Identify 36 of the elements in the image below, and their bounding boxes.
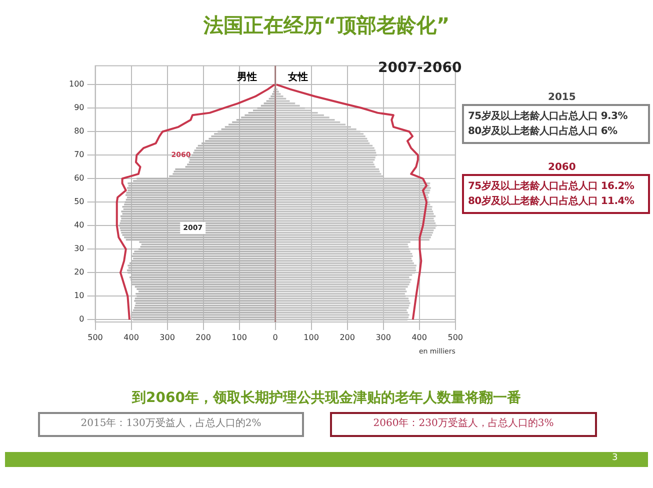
text: 2060 [548,162,576,173]
x-tick-label: 100 [304,332,319,342]
text: 2015 [548,92,576,103]
text: 到2060年，领取长期护理公共现金津贴的老年人数量将翻一番 [130,389,522,407]
chart-subtitle: 2007-2060 [378,60,462,76]
x-tick-label: 400 [124,332,139,342]
text: 3 [612,453,618,463]
chart-title: 法国正在经历“顶部老龄化” [202,12,451,39]
x-tick-label: 100 [232,332,247,342]
x-tick-label: 500 [88,332,103,342]
x-tick-label: 200 [340,332,355,342]
y-tick-label: 30 [74,244,84,254]
y-tick-label: 70 [74,150,84,160]
y-tick-label: 0 [79,314,84,324]
x-tick-label: 300 [376,332,391,342]
x-tick-label: 500 [448,332,464,342]
annotation: 男性 [237,70,257,84]
y-tick-label: 20 [74,268,84,277]
annotation: 女性 [288,70,308,84]
text: 75岁及以上老龄人口占总人口 16.2% [468,180,636,194]
y-tick-label: 60 [74,174,84,183]
y-tick-label: 50 [74,197,84,206]
text: 2060年：230万受益人，占总人口的3% [330,412,597,437]
y-tick-label: 10 [74,291,84,300]
x-tick-label: 400 [412,332,427,342]
text: 80岁及以上老龄人口占总人口 6% [468,124,618,139]
text: 80岁及以上老龄人口占总人口 11.4% [468,194,636,209]
y-tick-label: 80 [74,126,84,136]
text: 75岁及以上老龄人口占总人口 9.3% [468,110,628,124]
y-tick-label: 100 [68,80,84,89]
x-tick-label: 200 [196,332,211,342]
text: 2015年：130万受益人，占总人口的2% [38,412,304,437]
x-tick-label: 300 [160,332,175,342]
x-tick-label: 0 [272,332,278,342]
y-tick-label: 40 [74,220,84,230]
y-tick-label: 90 [74,103,84,112]
